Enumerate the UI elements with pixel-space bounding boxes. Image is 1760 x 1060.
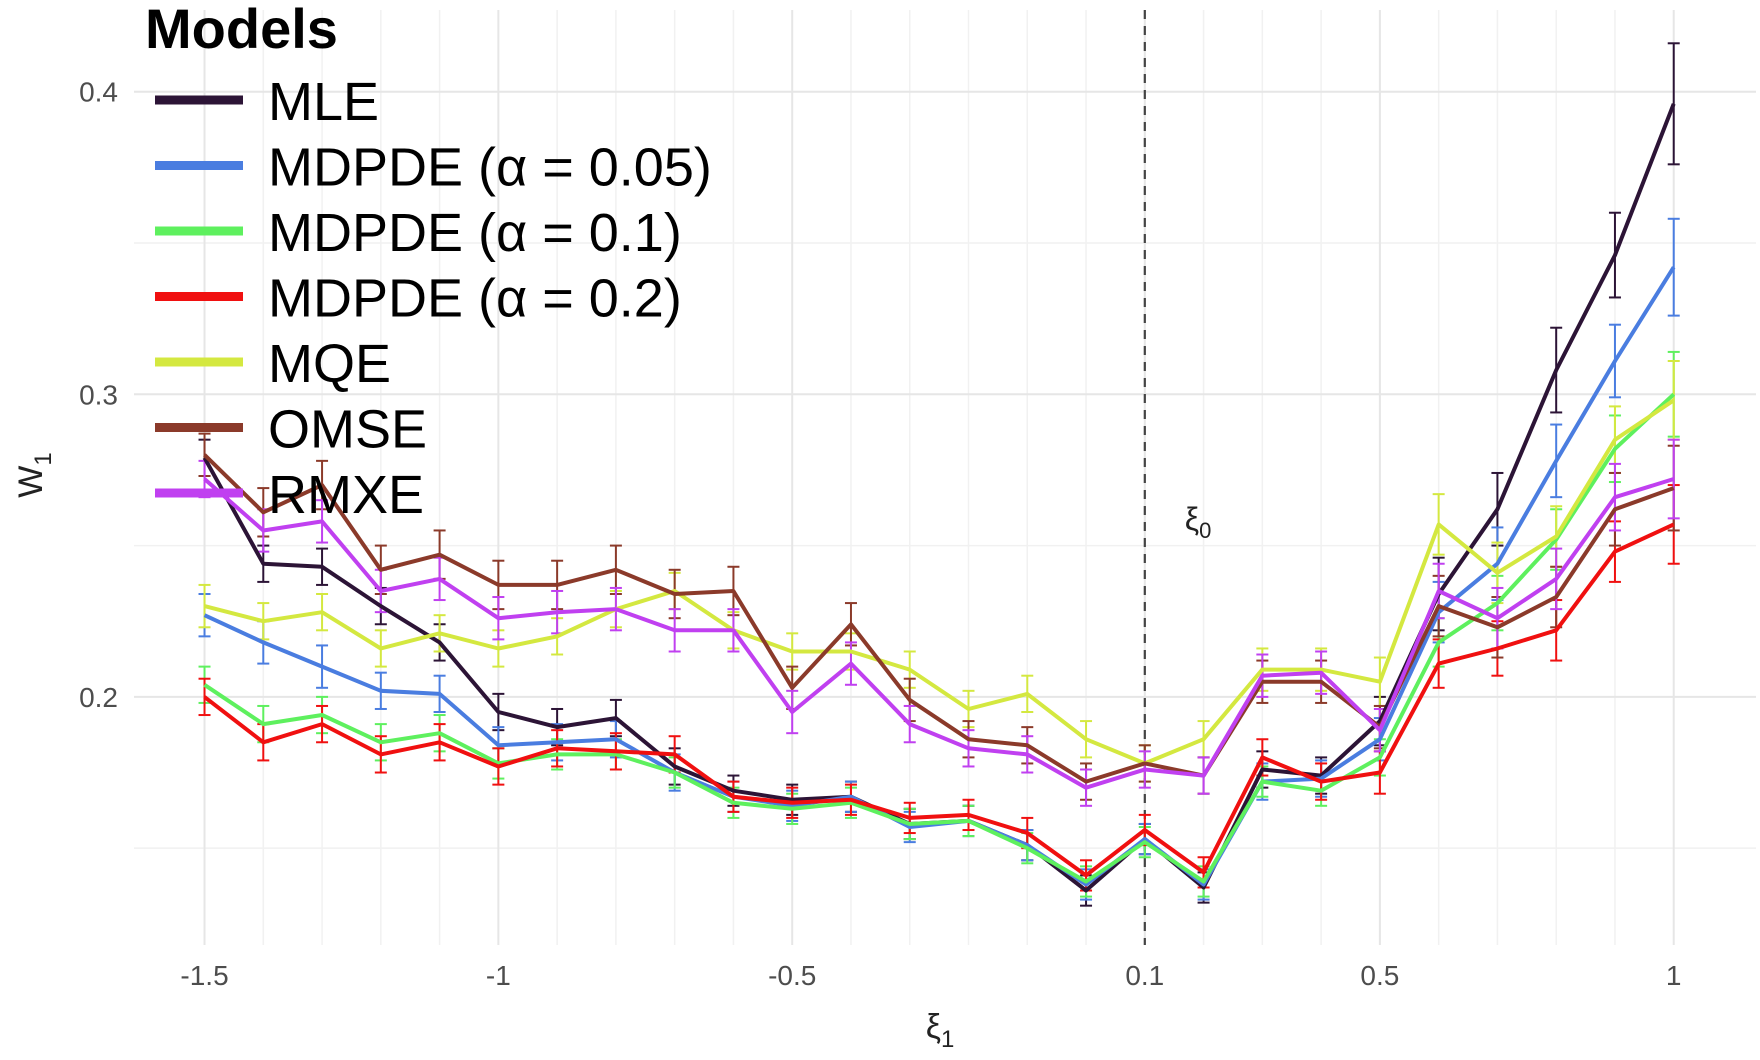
reference-line-label-sub: 0 — [1199, 518, 1211, 543]
legend-item-mdpde-0-1: MDPDE (α = 0.1) — [155, 203, 682, 263]
x-tick-label-0: -1.5 — [180, 960, 228, 991]
series-line-rmxe — [203, 477, 1675, 790]
x-axis-label-main: ξ — [926, 1008, 941, 1046]
y-tick-labels: 0.2 0.3 0.4 — [79, 77, 118, 713]
legend-label-mqe: MQE — [268, 334, 391, 394]
errorbar-mdpde-0-05-25 — [1667, 217, 1680, 317]
y-tick-label-1: 0.3 — [79, 379, 118, 410]
x-tick-label-4: 0.5 — [1360, 960, 1399, 991]
legend-label-mle: MLE — [268, 72, 379, 132]
x-tick-label-2: -0.5 — [768, 960, 816, 991]
legend-label-rmxe: RMXE — [268, 465, 424, 525]
errorbar-rmxe-25 — [1667, 438, 1680, 520]
legend-item-omse: OMSE — [155, 400, 427, 460]
reference-line-label: ξ0 — [1185, 501, 1212, 543]
y-tick-label-2: 0.4 — [79, 77, 118, 108]
series-line-mdpde-0-1 — [203, 392, 1676, 884]
legend-item-mqe: MQE — [155, 334, 391, 394]
series-line-mdpde-0-2 — [203, 522, 1675, 878]
y-axis-label-main: W — [12, 466, 50, 498]
legend-item-rmxe: RMXE — [155, 465, 424, 525]
legend-label-omse: OMSE — [268, 400, 427, 460]
errorbar-mle-25 — [1667, 42, 1680, 166]
legend-title: Models — [145, 0, 338, 60]
series-line-omse — [203, 453, 1675, 784]
legend-label-mdpde-0-1: MDPDE (α = 0.1) — [268, 203, 682, 263]
y-axis-label-sub: 1 — [30, 452, 57, 465]
x-tick-label-3: 0.1 — [1125, 960, 1164, 991]
legend-item-mdpde-0-2: MDPDE (α = 0.2) — [155, 269, 682, 329]
legend-item-mdpde-0-05: MDPDE (α = 0.05) — [155, 138, 712, 198]
x-tick-labels: -1.5 -1 -0.5 0.1 0.5 1 — [180, 960, 1681, 991]
series-line-mqe — [204, 398, 1675, 766]
x-tick-label-1: -1 — [486, 960, 511, 991]
y-axis-label: W1 — [12, 452, 57, 497]
series-lines — [202, 103, 1676, 893]
x-axis-label-sub: 1 — [941, 1026, 954, 1053]
legend-label-mdpde-0-2: MDPDE (α = 0.2) — [268, 269, 682, 329]
legend-label-mdpde-0-05: MDPDE (α = 0.05) — [268, 138, 712, 198]
x-tick-label-5: 1 — [1666, 960, 1682, 991]
y-tick-label-0: 0.2 — [79, 682, 118, 713]
x-axis-label: ξ1 — [926, 1008, 955, 1053]
reference-line-group: ξ0 — [1143, 10, 1212, 945]
legend-item-mle: MLE — [155, 72, 379, 132]
